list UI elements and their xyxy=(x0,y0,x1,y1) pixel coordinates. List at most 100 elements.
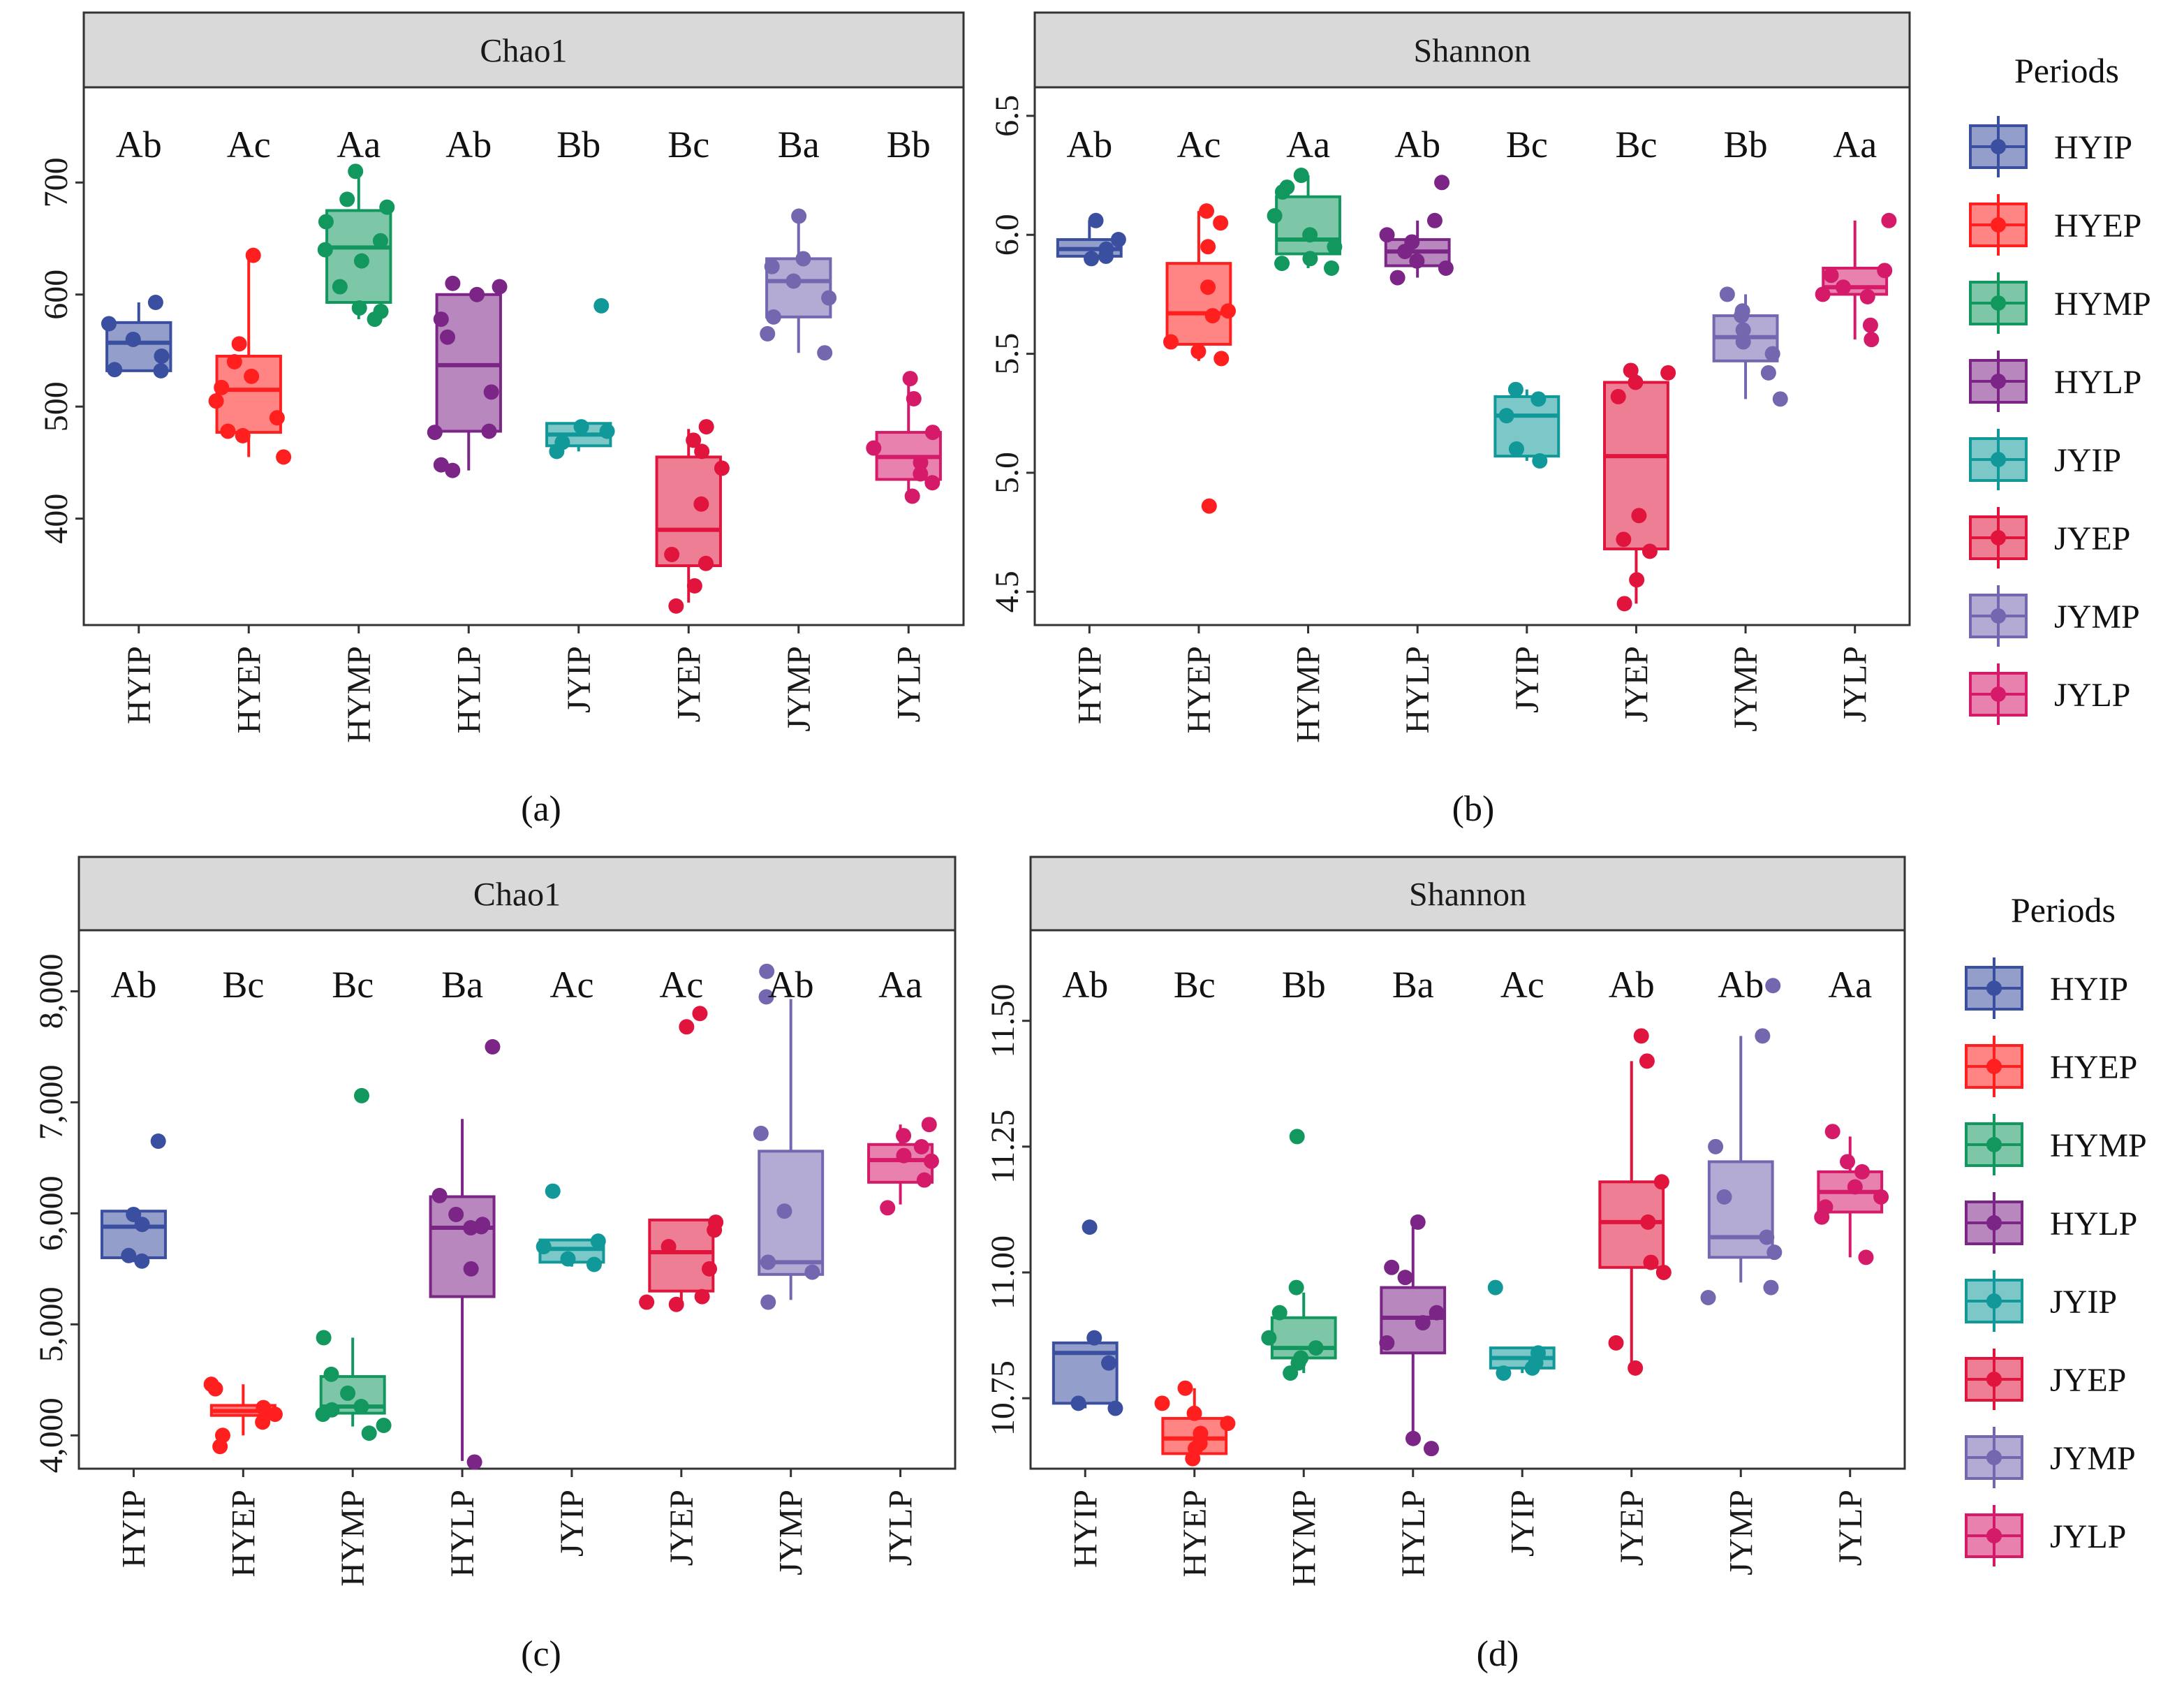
box-JYIP xyxy=(1487,1279,1556,1381)
significance-letter: Ab xyxy=(445,124,492,166)
data-point xyxy=(707,1222,723,1238)
data-point xyxy=(1098,248,1114,264)
legend-label: HYIP xyxy=(2054,129,2132,166)
legend-label: JYLP xyxy=(2054,677,2130,714)
data-point xyxy=(1302,251,1318,267)
legend-item-HYMP: HYMP xyxy=(1965,1114,2147,1175)
x-tick-label: HYMP xyxy=(1285,1490,1322,1587)
data-point xyxy=(1835,279,1851,295)
box-HYIP xyxy=(1056,212,1126,267)
data-point xyxy=(679,1019,695,1035)
box-HYLP xyxy=(1379,1214,1447,1457)
significance-letter: Ba xyxy=(778,124,820,166)
data-point xyxy=(1496,1365,1512,1381)
data-point xyxy=(573,419,589,435)
data-point xyxy=(1881,212,1897,228)
data-point xyxy=(353,253,369,269)
panel-caption: (a) xyxy=(521,789,561,829)
legend-label: JYMP xyxy=(2050,1440,2136,1477)
data-point xyxy=(1628,1360,1644,1376)
legend-key-point xyxy=(1991,452,2006,467)
y-tick-label: 5.5 xyxy=(989,333,1026,375)
significance-letter: Ac xyxy=(227,124,271,166)
data-point xyxy=(376,1418,392,1434)
data-point xyxy=(244,368,260,384)
significance-letter: Aa xyxy=(878,964,922,1006)
x-tick-label: HYIP xyxy=(1067,1490,1104,1568)
data-point xyxy=(1438,260,1454,276)
legend-item-JYIP: JYIP xyxy=(1969,429,2121,490)
y-tick-label: 6,000 xyxy=(33,1175,70,1251)
data-point xyxy=(1327,239,1343,255)
data-point xyxy=(1434,175,1450,191)
x-tick-label: HYEP xyxy=(230,646,267,733)
significance-letter: Ba xyxy=(1392,964,1434,1006)
significance-letter: Bc xyxy=(332,964,374,1006)
legend-key-point xyxy=(1986,1528,2002,1543)
data-point xyxy=(1616,596,1632,612)
legend-label: JYIP xyxy=(2050,1284,2117,1321)
data-point xyxy=(702,1261,718,1277)
data-point xyxy=(698,419,714,435)
data-point xyxy=(1185,1451,1201,1467)
data-point xyxy=(694,1289,710,1305)
data-point xyxy=(1293,168,1309,184)
x-tick-label: JYIP xyxy=(1509,646,1546,713)
significance-letter: Bc xyxy=(1615,124,1657,166)
data-point xyxy=(134,1217,150,1233)
data-point xyxy=(1864,332,1880,348)
data-point xyxy=(315,1407,331,1423)
legend-key-point xyxy=(1991,295,2006,311)
legend-item-HYIP: HYIP xyxy=(1965,957,2128,1019)
panel-b: Shannon 4.5 5.0 5.5 6.0 6.5 HYIP Ab HYEP Ac HYMP Aa… xyxy=(989,11,1911,829)
legend-label: HYMP xyxy=(2054,286,2151,323)
data-point xyxy=(1154,1395,1170,1411)
x-tick-label: HYLP xyxy=(444,1490,481,1577)
panel-caption: (b) xyxy=(1452,789,1495,829)
x-tick-label: JYIP xyxy=(1504,1490,1541,1557)
data-point xyxy=(586,1256,602,1272)
data-point xyxy=(1755,1028,1771,1044)
data-point xyxy=(1086,1330,1102,1346)
data-point xyxy=(1186,1405,1202,1421)
data-point xyxy=(212,1439,228,1455)
data-point xyxy=(463,1261,479,1277)
box-HYLP xyxy=(427,275,508,478)
data-point xyxy=(1766,1245,1783,1261)
box-body xyxy=(1165,262,1232,346)
box-HYIP xyxy=(100,1133,167,1269)
y-tick-label: 5,000 xyxy=(33,1286,70,1362)
data-point xyxy=(760,1294,776,1310)
x-tick-label: JYLP xyxy=(890,646,927,722)
data-point xyxy=(1409,253,1425,269)
significance-letter: Bb xyxy=(1724,124,1768,166)
y-tick-label: 4,000 xyxy=(33,1397,70,1473)
facet-title: Shannon xyxy=(1414,33,1531,70)
significance-letter: Ab xyxy=(768,964,814,1006)
data-point xyxy=(1274,256,1290,272)
data-point xyxy=(1274,184,1290,200)
legend-title: Periods xyxy=(2011,890,2116,930)
data-point xyxy=(317,242,333,258)
legend-item-JYLP: JYLP xyxy=(1969,663,2130,725)
data-point xyxy=(906,390,922,406)
data-point xyxy=(439,329,455,345)
panel-caption: (d) xyxy=(1477,1634,1519,1674)
data-point xyxy=(150,1133,166,1150)
legend-label: JYLP xyxy=(2050,1518,2126,1555)
data-point xyxy=(1629,572,1645,588)
data-point xyxy=(1379,1335,1395,1351)
y-tick-label: 500 xyxy=(38,381,75,432)
significance-letter: Bb xyxy=(887,124,931,166)
box-JYMP xyxy=(1712,286,1788,407)
significance-letter: Ab xyxy=(110,964,156,1006)
data-point xyxy=(1524,1360,1540,1376)
data-point xyxy=(1204,308,1220,324)
legend-key-point xyxy=(1986,1293,2002,1309)
legend-item-JYMP: JYMP xyxy=(1969,585,2140,647)
data-point xyxy=(147,295,163,310)
data-point xyxy=(639,1294,655,1310)
x-tick-label: HYMP xyxy=(1290,646,1327,743)
data-point xyxy=(692,1006,708,1022)
data-point xyxy=(924,475,940,491)
